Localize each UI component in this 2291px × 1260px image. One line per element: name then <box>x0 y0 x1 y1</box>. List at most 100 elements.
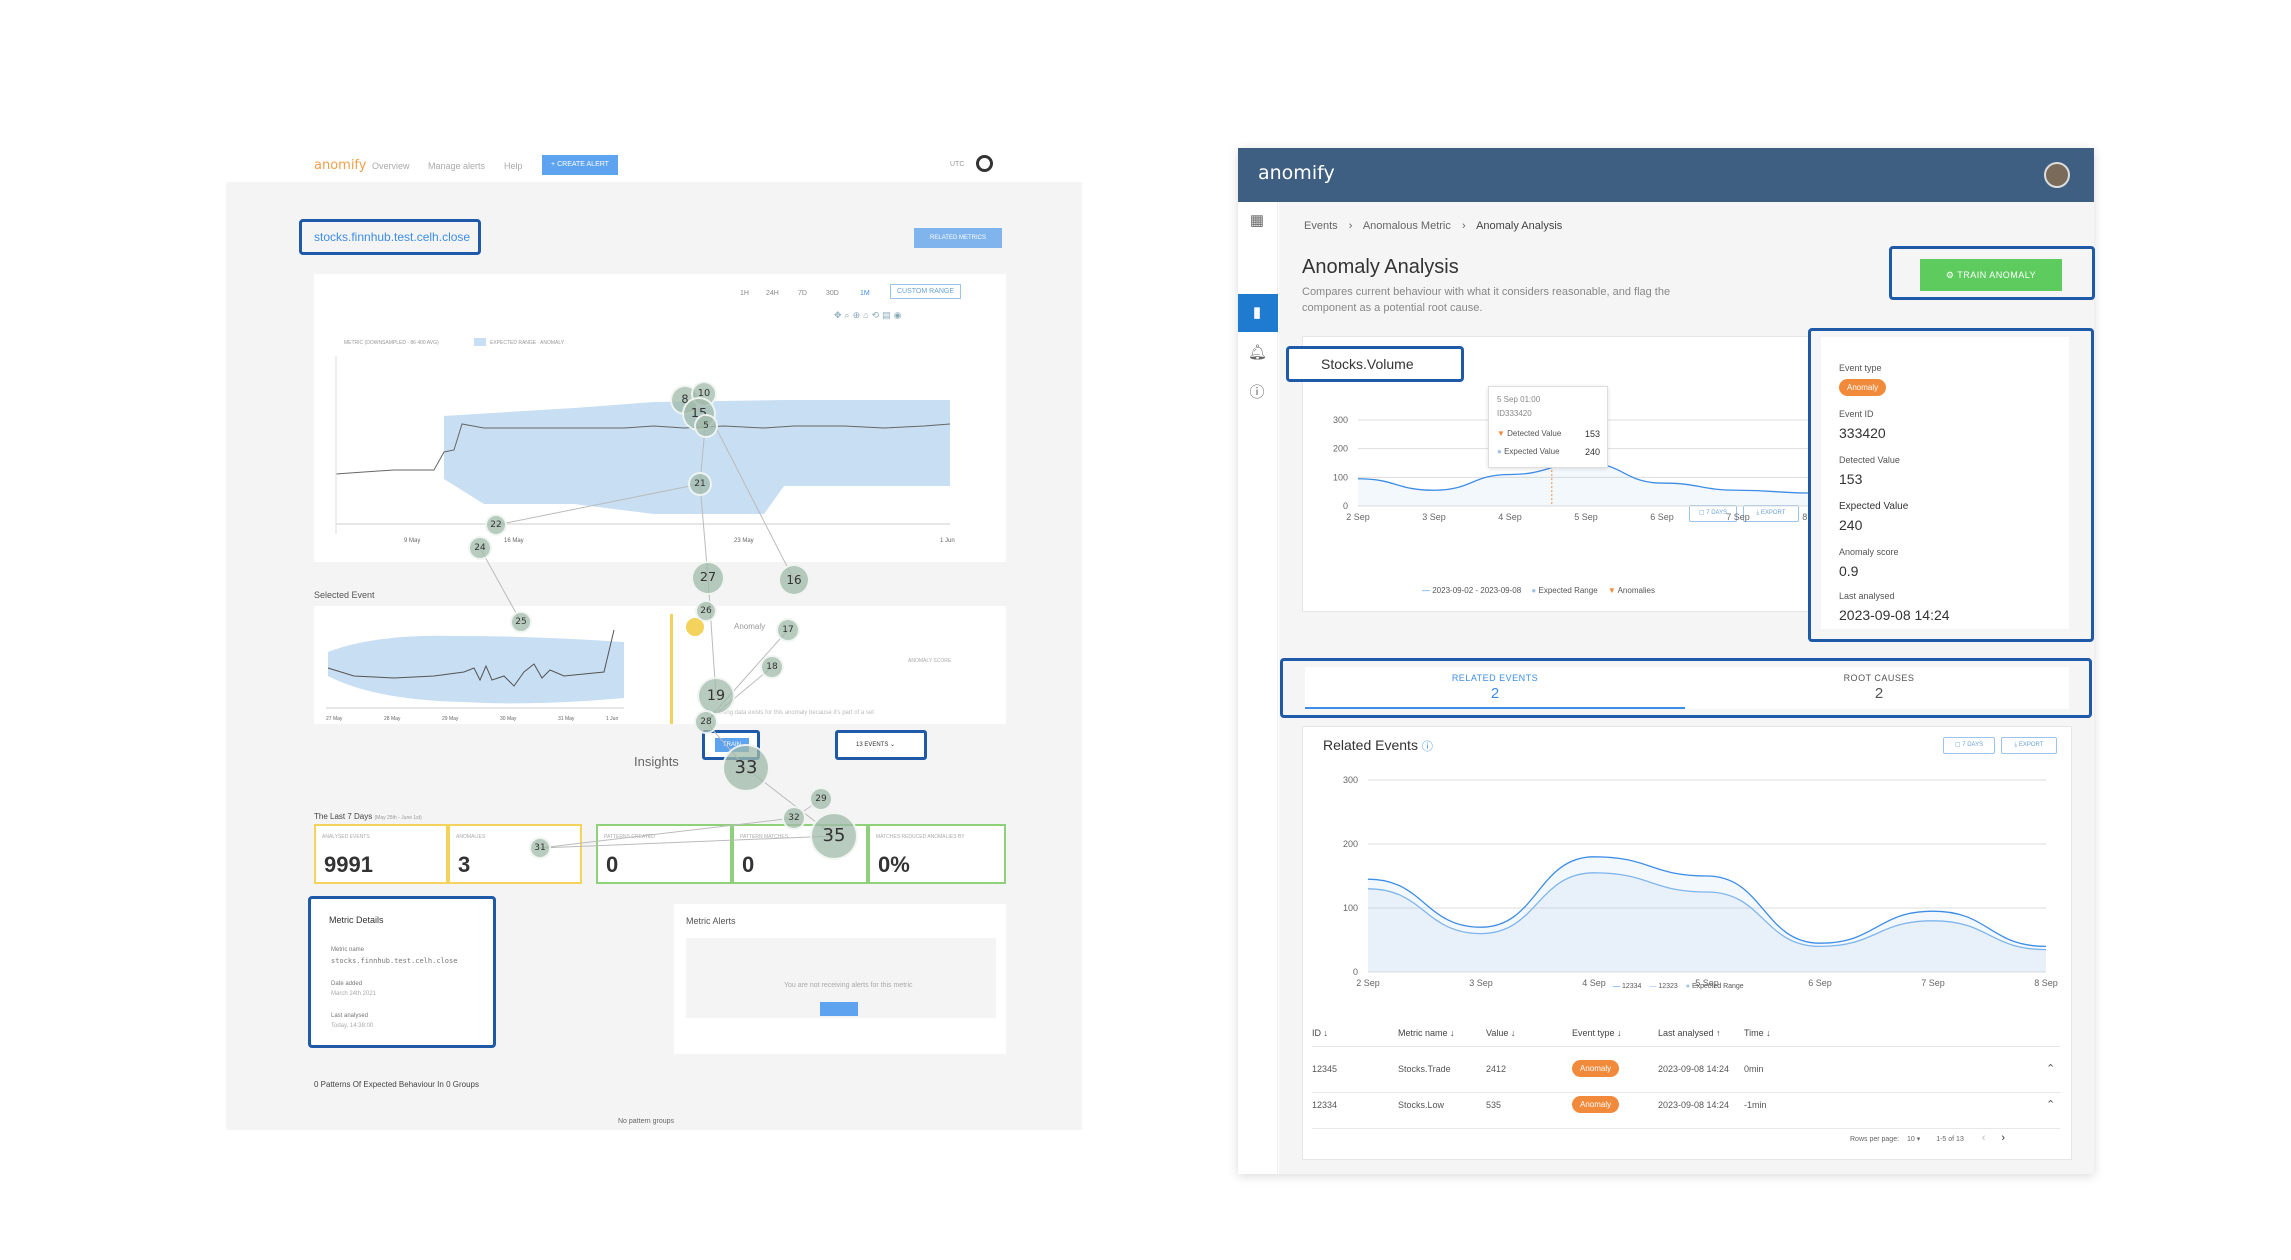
column-header[interactable]: ID ↓ <box>1312 1028 1329 1038</box>
chevron-right-icon: › <box>1348 220 1353 232</box>
range-30d[interactable]: 30D <box>826 290 839 297</box>
selected-expected-band <box>328 635 624 704</box>
create-alert-button[interactable]: + CREATE ALERT <box>542 155 618 175</box>
x-tick-label: 6 Sep <box>1650 512 1674 522</box>
info-icon[interactable]: ⓘ <box>1249 384 1265 401</box>
cluster-bubble[interactable]: 18 <box>760 655 784 679</box>
metric-details-card: Metric Details Metric name stocks.finnhu… <box>308 896 496 1048</box>
sidebar-active-item[interactable] <box>1238 294 1278 332</box>
x-tick-label: 6 Sep <box>1808 978 1832 988</box>
range-1m[interactable]: 1M <box>860 290 870 297</box>
next-page-icon[interactable]: › <box>2001 1132 2006 1144</box>
cluster-bubble[interactable]: 17 <box>776 618 800 642</box>
custom-range-button[interactable]: CUSTOM RANGE <box>890 284 962 299</box>
nav-help[interactable]: Help <box>504 161 523 171</box>
anomaly-type-label: Anomaly <box>734 622 766 631</box>
chevron-up-icon[interactable]: ⌃ <box>2046 1063 2056 1075</box>
cluster-bubble[interactable]: 22 <box>485 514 507 536</box>
cluster-bubble[interactable]: 26 <box>695 600 717 622</box>
events-dropdown[interactable]: 13 EVENTS ⌄ <box>835 730 927 760</box>
legend-range-icon: ● <box>1531 586 1537 595</box>
range-1h[interactable]: 1H <box>740 290 749 297</box>
cluster-bubble[interactable]: 35 <box>810 812 858 860</box>
table-cell: Stocks.Trade <box>1398 1064 1451 1074</box>
left-screenshot: anomify Overview Manage alerts Help + CR… <box>226 150 1082 1130</box>
metric-name-label: Metric name <box>331 947 365 953</box>
avatar[interactable] <box>2044 162 2070 188</box>
cluster-bubble[interactable]: 21 <box>688 472 712 496</box>
column-header[interactable]: Time ↓ <box>1744 1028 1771 1038</box>
cluster-bubble[interactable]: 24 <box>468 536 492 560</box>
tooltip-expected-label: ● Expected Value <box>1497 447 1560 456</box>
kpi-label: ANOMALIES <box>456 834 486 840</box>
kpi-label: ANALYSED EVENTS <box>322 834 370 840</box>
breadcrumb-anomalous-metric[interactable]: Anomalous Metric <box>1362 220 1451 232</box>
nav-manage-alerts[interactable]: Manage alerts <box>428 161 486 171</box>
rows-per-page-select[interactable]: 10 ▾ <box>1906 1136 1921 1143</box>
prev-page-icon[interactable]: ‹ <box>1981 1132 1986 1144</box>
cluster-bubble[interactable]: 27 <box>691 561 725 595</box>
help-icon: ⓘ <box>1421 741 1433 753</box>
event-info-highlight: Event type Anomaly Event ID 333420 Detec… <box>1808 328 2094 642</box>
x-tick-label: 2 Sep <box>1356 978 1380 988</box>
dashboard-icon[interactable]: ▦ <box>1249 212 1265 229</box>
tab-related-events[interactable]: RELATED EVENTS 2 <box>1305 673 1685 709</box>
column-header[interactable]: Last analysed ↑ <box>1658 1028 1721 1038</box>
chart-icon[interactable]: ▮ <box>1252 304 1262 321</box>
table-divider <box>1312 1128 2060 1129</box>
column-header[interactable]: Event type ↓ <box>1572 1028 1622 1038</box>
cluster-bubble[interactable]: 16 <box>778 564 810 596</box>
tab-root-causes[interactable]: ROOT CAUSES 2 <box>1843 673 1915 702</box>
expected-value-label: Expected Value <box>1839 501 1909 512</box>
nav-overview[interactable]: Overview <box>372 161 410 171</box>
range-7d[interactable]: 7D <box>798 290 807 297</box>
range-24h[interactable]: 24H <box>766 290 779 297</box>
cluster-bubble[interactable]: 19 <box>697 677 735 715</box>
x-tick-23-may: 23 May <box>734 538 754 544</box>
anomaly-score-label: ANOMALY SCORE <box>908 658 952 664</box>
main-metric-chart: 1H 24H 7D 30D 1M CUSTOM RANGE ✥⌕⊕⌂⟲▤◉ ME… <box>314 274 1006 562</box>
column-header[interactable]: Value ↓ <box>1486 1028 1516 1038</box>
right-logo: anomify <box>1258 162 1335 184</box>
breadcrumb-events[interactable]: Events <box>1304 220 1338 232</box>
chart-toolbar-icons[interactable]: ✥⌕⊕⌂⟲▤◉ <box>834 310 905 320</box>
chevron-up-icon[interactable]: ⌃ <box>2046 1099 2056 1111</box>
bell-icon[interactable]: 🔔︎ <box>1248 344 1268 361</box>
legend-anomaly: ANOMALY <box>540 340 565 346</box>
tooltip-date: 5 Sep 01:00 <box>1497 395 1541 404</box>
right-screenshot: anomify ▦ ▮ 🔔︎ ⓘ Events › Anomalous Metr… <box>1238 148 2095 1174</box>
selected-event-heading: Selected Event <box>314 590 375 600</box>
column-header[interactable]: Metric name ↓ <box>1398 1028 1455 1038</box>
anomaly-marker <box>670 614 673 724</box>
export-button-2[interactable]: ⤓ EXPORT <box>2001 737 2057 754</box>
last-analysed-value: 2023-09-08 14:24 <box>1839 607 1950 623</box>
cluster-bubble[interactable]: 31 <box>529 837 551 859</box>
tooltip-id: ID333420 <box>1497 409 1532 418</box>
sel-x-tick-30-may: 30 May <box>500 716 517 722</box>
sel-x-tick-1-jun: 1 Jun <box>606 716 618 722</box>
legend-line-icon: — <box>1422 586 1430 595</box>
add-alert-button[interactable] <box>820 1002 858 1016</box>
days-button-2[interactable]: ▢ 7 DAYS <box>1943 737 1995 754</box>
cluster-bubble[interactable]: 29 <box>809 787 833 811</box>
cluster-bubble[interactable]: 33 <box>722 744 770 792</box>
x-tick-label: 3 Sep <box>1422 512 1446 522</box>
tabs-bar: RELATED EVENTS 2 ROOT CAUSES 2 <box>1305 667 2069 709</box>
cluster-bubble[interactable]: 32 <box>782 806 806 830</box>
download-icon: ⤓ <box>2014 742 2018 748</box>
cluster-bubble[interactable]: 25 <box>510 611 532 633</box>
related-metrics-button[interactable]: RELATED METRICS <box>914 228 1002 248</box>
kpi-value: 3 <box>458 852 471 877</box>
user-icon[interactable] <box>976 155 993 172</box>
no-training-message: No training data exists for this anomaly… <box>704 710 874 716</box>
train-anomaly-button[interactable]: ⚙ TRAIN ANOMALY <box>1920 259 2062 291</box>
event-id-label: Event ID <box>1839 409 1874 419</box>
tooltip-detected-label: ▼ Detected Value <box>1497 429 1562 438</box>
table-cell: 2412 <box>1486 1064 1507 1074</box>
cluster-bubble[interactable]: 28 <box>694 710 718 734</box>
right-sidebar: ▦ ▮ 🔔︎ ⓘ <box>1238 202 1278 1174</box>
x-tick-label: 3 Sep <box>1469 978 1493 988</box>
cluster-bubble[interactable]: 5 <box>694 414 718 438</box>
date-added-value: March 24th 2021 <box>331 991 377 997</box>
calendar-icon: ▢ <box>1954 742 1961 748</box>
